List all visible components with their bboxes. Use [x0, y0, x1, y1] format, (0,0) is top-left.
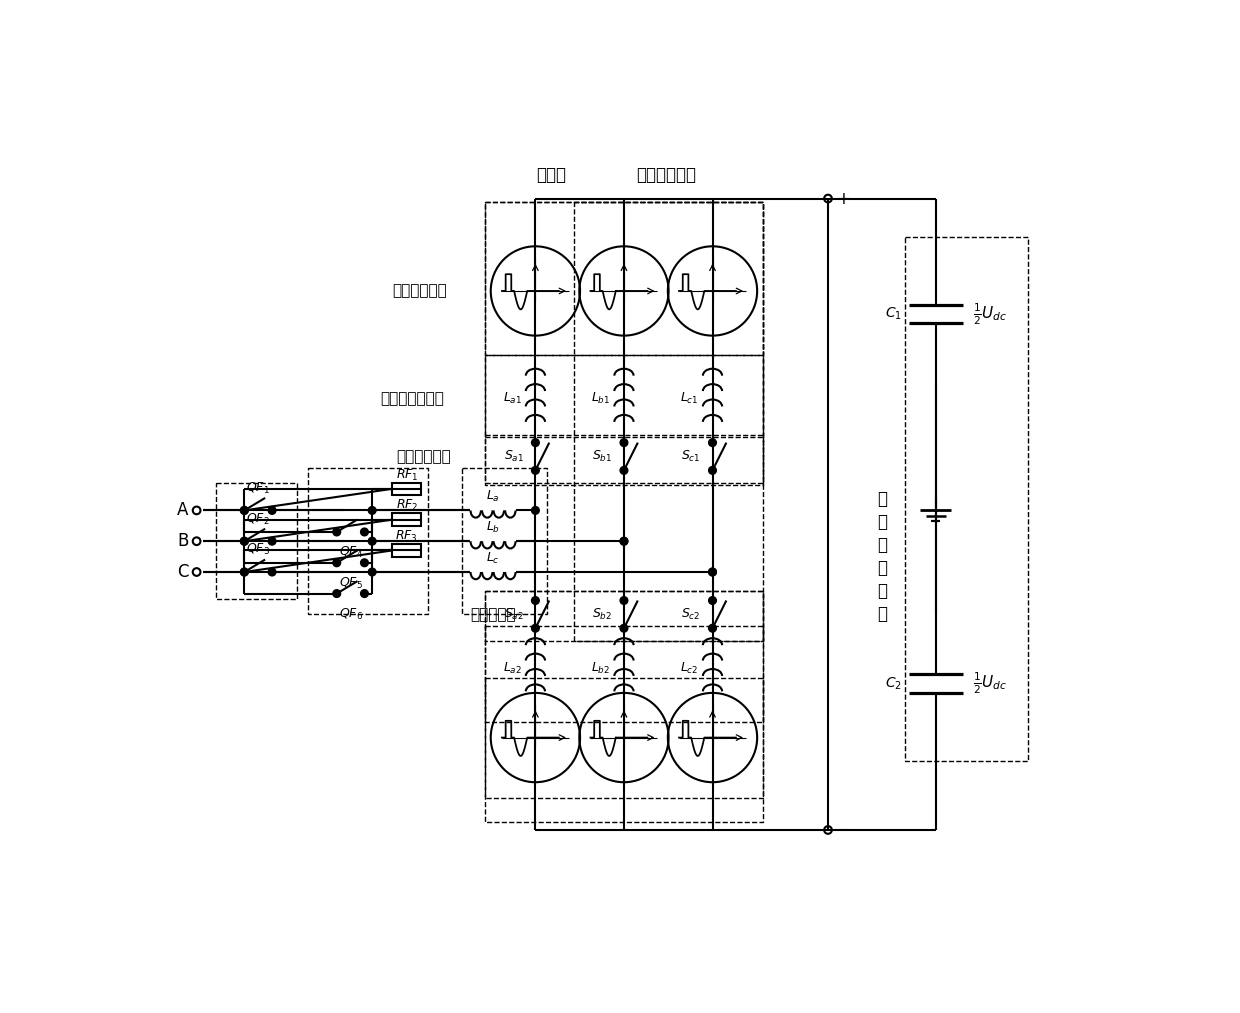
Circle shape [268, 568, 277, 575]
Circle shape [368, 506, 376, 515]
Text: 输入电抗器: 输入电抗器 [470, 607, 516, 622]
Text: 流: 流 [877, 513, 887, 531]
Circle shape [532, 624, 539, 632]
Text: $S_{b2}$: $S_{b2}$ [593, 607, 613, 622]
Bar [485, 435, 763, 485]
Text: $L_{c2}$: $L_{c2}$ [681, 660, 698, 676]
Bar [309, 468, 428, 614]
Text: 单相变换电路: 单相变换电路 [636, 166, 697, 184]
Text: $S_{b1}$: $S_{b1}$ [593, 449, 613, 464]
Circle shape [241, 506, 248, 515]
Text: $QF_5$: $QF_5$ [339, 576, 362, 592]
Circle shape [708, 597, 717, 605]
Circle shape [708, 624, 717, 632]
Circle shape [708, 439, 717, 447]
Circle shape [361, 559, 368, 566]
Text: $RF_1$: $RF_1$ [396, 467, 418, 482]
Bar [574, 203, 763, 641]
Circle shape [620, 467, 627, 474]
Circle shape [241, 568, 248, 575]
Text: $QF_6$: $QF_6$ [339, 607, 362, 622]
Text: 母: 母 [877, 536, 887, 554]
Text: A: A [177, 501, 188, 520]
Bar [463, 468, 547, 614]
Text: $L_{a2}$: $L_{a2}$ [503, 660, 522, 676]
Circle shape [620, 597, 627, 605]
Text: $RF_3$: $RF_3$ [396, 529, 418, 544]
Text: 电: 电 [877, 582, 887, 601]
Bar [485, 678, 763, 797]
Text: −: − [837, 821, 851, 839]
Text: $\frac{1}{2}U_{dc}$: $\frac{1}{2}U_{dc}$ [972, 671, 1007, 697]
Circle shape [620, 624, 627, 632]
Text: $S_{a2}$: $S_{a2}$ [503, 607, 523, 622]
Bar [485, 203, 763, 355]
Bar [392, 482, 422, 495]
Text: $S_{c1}$: $S_{c1}$ [681, 449, 701, 464]
Text: 路: 路 [877, 606, 887, 623]
Text: $C_2$: $C_2$ [885, 676, 901, 692]
Circle shape [268, 506, 277, 515]
Text: $L_{c1}$: $L_{c1}$ [681, 391, 698, 406]
Circle shape [241, 537, 248, 545]
Circle shape [241, 537, 248, 545]
Text: B: B [177, 532, 188, 550]
Circle shape [241, 506, 248, 515]
Text: $L_c$: $L_c$ [486, 551, 500, 565]
Bar [216, 483, 296, 599]
Bar [485, 592, 763, 823]
Text: $L_{b2}$: $L_{b2}$ [591, 660, 610, 676]
Text: 上桥臂: 上桥臂 [536, 166, 565, 184]
Text: 线: 线 [877, 559, 887, 577]
Text: +: + [837, 189, 851, 208]
Text: 直: 直 [877, 490, 887, 508]
Circle shape [361, 590, 368, 598]
Text: $L_{b1}$: $L_{b1}$ [591, 391, 610, 406]
Circle shape [620, 439, 627, 447]
Text: $L_{a1}$: $L_{a1}$ [502, 391, 522, 406]
Text: $QF_2$: $QF_2$ [247, 512, 270, 527]
Circle shape [708, 568, 717, 575]
Bar [485, 626, 763, 722]
Text: $QF_4$: $QF_4$ [339, 545, 362, 560]
Text: $QF_1$: $QF_1$ [247, 481, 270, 495]
Circle shape [620, 537, 627, 545]
Circle shape [241, 568, 248, 575]
Text: $S_{a1}$: $S_{a1}$ [503, 449, 523, 464]
Circle shape [532, 439, 539, 447]
Circle shape [620, 537, 627, 545]
Text: $RF_2$: $RF_2$ [396, 498, 418, 514]
Text: $S_{c2}$: $S_{c2}$ [681, 607, 701, 622]
Circle shape [332, 559, 341, 566]
Bar [392, 544, 422, 556]
Circle shape [532, 467, 539, 474]
Text: 切换开关电路: 切换开关电路 [397, 449, 451, 464]
Circle shape [368, 537, 376, 545]
Circle shape [368, 568, 376, 575]
Circle shape [361, 528, 368, 536]
Bar [485, 592, 763, 641]
Circle shape [268, 537, 277, 545]
Text: 环流抑制电抗器: 环流抑制电抗器 [381, 391, 444, 406]
Text: $C_1$: $C_1$ [885, 306, 901, 322]
Bar [485, 355, 763, 438]
Circle shape [708, 568, 717, 575]
Text: 波形发生电路: 波形发生电路 [393, 284, 448, 299]
Circle shape [532, 597, 539, 605]
Text: $\frac{1}{2}U_{dc}$: $\frac{1}{2}U_{dc}$ [972, 301, 1007, 327]
Circle shape [532, 506, 539, 515]
Bar [485, 203, 763, 483]
Text: $L_b$: $L_b$ [486, 520, 500, 535]
Circle shape [708, 467, 717, 474]
Circle shape [332, 528, 341, 536]
Text: C: C [177, 563, 188, 581]
Bar [392, 514, 422, 526]
Circle shape [332, 590, 341, 598]
Bar [905, 237, 1028, 761]
Text: $L_a$: $L_a$ [486, 489, 500, 504]
Text: $QF_3$: $QF_3$ [247, 542, 270, 557]
